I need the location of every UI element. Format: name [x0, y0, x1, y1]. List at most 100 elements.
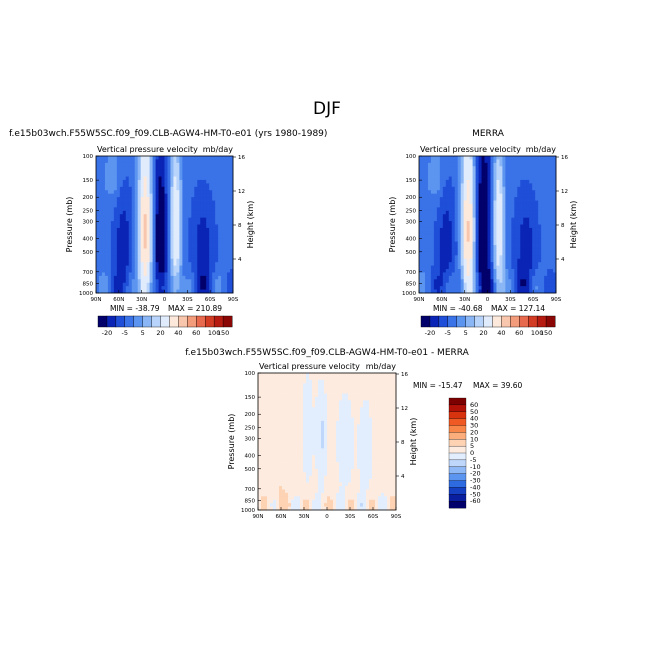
field-cell	[285, 393, 289, 398]
field-cell	[155, 282, 159, 287]
pressure-tick-label: 500	[83, 250, 94, 256]
field-cell	[372, 407, 376, 412]
field-cell	[532, 241, 536, 246]
field-cell	[369, 403, 373, 408]
field-cell	[167, 265, 171, 270]
field-cell	[466, 214, 471, 219]
field-cell	[122, 193, 127, 198]
field-cell	[128, 282, 133, 287]
field-cell	[264, 451, 268, 456]
field-cell	[532, 217, 536, 222]
field-cell	[221, 289, 225, 294]
field-cell	[541, 275, 545, 280]
field-cell	[535, 265, 539, 270]
field-cell	[523, 227, 527, 232]
field-cell	[104, 282, 109, 287]
field-cell	[170, 238, 174, 243]
field-cell	[330, 434, 334, 439]
field-cell	[529, 241, 533, 246]
field-cell	[457, 197, 462, 201]
field-cell	[176, 262, 180, 266]
field-cell	[176, 245, 180, 249]
field-cell	[324, 431, 328, 436]
field-cell	[523, 231, 527, 236]
field-cell	[336, 407, 340, 412]
field-cell	[442, 173, 447, 177]
field-cell	[258, 396, 262, 401]
field-cell	[532, 289, 536, 294]
field-cell	[430, 221, 435, 225]
field-cell	[526, 238, 530, 243]
field-cell	[369, 448, 373, 453]
field-cell	[336, 438, 340, 442]
field-cell	[230, 207, 234, 212]
field-cell	[185, 156, 189, 160]
field-cell	[125, 238, 130, 243]
field-cell	[282, 458, 286, 463]
field-cell	[532, 275, 536, 280]
field-cell	[197, 217, 201, 222]
field-cell	[116, 251, 121, 256]
field-cell	[294, 390, 298, 394]
field-cell	[173, 241, 177, 246]
field-cell	[523, 241, 527, 246]
field-cell	[472, 286, 476, 290]
field-cell	[161, 214, 165, 219]
field-cell	[297, 396, 301, 401]
field-cell	[342, 424, 346, 429]
field-cell	[218, 166, 222, 171]
field-cell	[131, 207, 136, 212]
field-cell	[466, 193, 471, 198]
field-cell	[273, 462, 277, 466]
field-cell	[327, 400, 331, 405]
field-cell	[327, 455, 331, 460]
field-cell	[430, 258, 435, 263]
field-cell	[282, 451, 286, 456]
field-cell	[324, 458, 328, 463]
field-cell	[508, 272, 512, 277]
field-cell	[143, 286, 148, 290]
field-cell	[96, 159, 100, 164]
field-cell	[173, 169, 177, 174]
field-cell	[393, 451, 397, 456]
field-cell	[541, 210, 545, 215]
field-cell	[436, 217, 441, 222]
field-cell	[427, 162, 432, 167]
field-cell	[526, 176, 530, 181]
field-cell	[339, 434, 343, 439]
field-cell	[433, 272, 438, 277]
field-cell	[206, 227, 210, 232]
field-cell	[390, 414, 394, 418]
field-cell	[218, 176, 222, 181]
field-cell	[200, 169, 204, 174]
field-cell	[499, 275, 503, 280]
field-cell	[457, 248, 462, 253]
field-cell	[149, 262, 153, 266]
field-cell	[487, 265, 491, 270]
field-cell	[140, 255, 145, 260]
field-cell	[463, 186, 468, 191]
field-cell	[206, 214, 210, 219]
field-cell	[342, 390, 346, 394]
field-cell	[200, 255, 204, 260]
field-cell	[267, 386, 271, 391]
field-cell	[185, 190, 189, 195]
field-cell	[505, 176, 509, 181]
field-cell	[535, 193, 539, 198]
field-cell	[424, 245, 429, 249]
field-cell	[209, 214, 213, 219]
field-cell	[230, 231, 234, 236]
field-cell	[318, 448, 322, 453]
field-cell	[375, 410, 379, 415]
field-cell	[170, 241, 174, 246]
field-cell	[384, 390, 388, 394]
field-cell	[224, 207, 228, 212]
field-cell	[194, 210, 198, 215]
field-cell	[149, 166, 153, 171]
field-cell	[502, 207, 506, 212]
field-cell	[363, 431, 367, 436]
field-cell	[258, 448, 262, 453]
field-cell	[511, 166, 515, 171]
field-cell	[215, 265, 219, 270]
field-cell	[369, 407, 373, 412]
